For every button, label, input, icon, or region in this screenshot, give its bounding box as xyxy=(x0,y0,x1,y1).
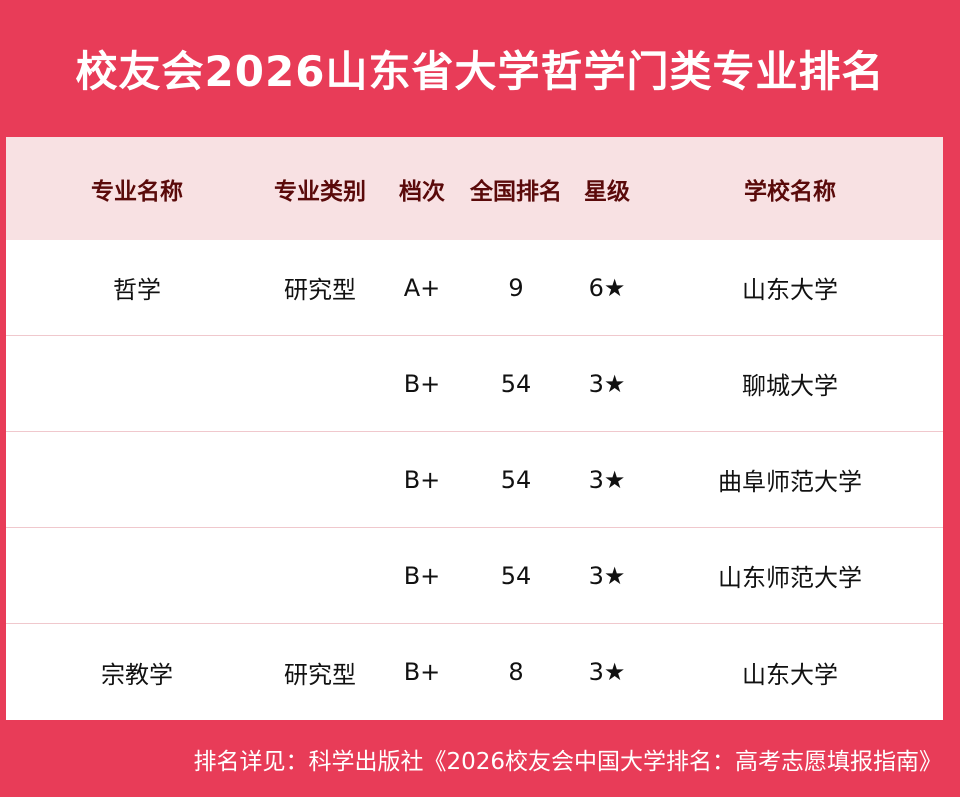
grade-cell: B+ xyxy=(403,561,441,590)
national-rank-cell: 8 xyxy=(508,658,524,686)
grade-cell: B+ xyxy=(403,465,441,494)
table-row: B+ 54 3★ 山东师范大学 xyxy=(6,528,943,624)
major-name-cell: 哲学 xyxy=(113,276,161,304)
table-row: 哲学 研究型 A+ 9 6★ 山东大学 xyxy=(6,240,943,336)
school-name-cell: 山东大学 xyxy=(742,660,838,689)
column-header: 专业名称 xyxy=(91,178,183,205)
school-name-cell: 山东师范大学 xyxy=(718,564,862,592)
star-level-cell: 3★ xyxy=(588,561,626,590)
page-title: 校友会2026山东省大学哲学门类专业排名 xyxy=(75,47,885,96)
star-level-cell: 3★ xyxy=(588,658,626,686)
star-level-cell: 3★ xyxy=(588,465,626,494)
source-note: 排名详见：科学出版社《2026校友会中国大学排名：高考志愿填报指南》 xyxy=(193,748,942,775)
major-type-cell: 研究型 xyxy=(284,660,356,689)
column-header: 星级 xyxy=(584,178,630,205)
column-header: 全国排名 xyxy=(470,178,562,205)
national-rank-cell: 54 xyxy=(500,465,532,494)
school-name-cell: 聊城大学 xyxy=(742,372,838,400)
grade-cell: B+ xyxy=(403,369,441,398)
school-name-cell: 曲阜师范大学 xyxy=(718,468,862,496)
national-rank-cell: 9 xyxy=(508,273,524,302)
grade-cell: B+ xyxy=(403,658,441,686)
table-header: 专业名称 专业类别 档次 全国排名 星级 学校名称 xyxy=(6,137,943,240)
grade-cell: A+ xyxy=(403,273,441,302)
table-row: B+ 54 3★ 曲阜师范大学 xyxy=(6,432,943,528)
column-header: 专业类别 xyxy=(274,178,366,205)
national-rank-cell: 54 xyxy=(500,561,532,590)
column-header: 档次 xyxy=(399,178,445,205)
major-name-cell: 宗教学 xyxy=(101,660,173,689)
table-row: 宗教学 研究型 B+ 8 3★ 山东大学 xyxy=(6,624,943,720)
national-rank-cell: 54 xyxy=(500,369,532,398)
ranking-table: 专业名称 专业类别 档次 全国排名 星级 学校名称 哲学 研究型 A+ 9 6★ 山东大学… xyxy=(6,137,943,720)
star-level-cell: 6★ xyxy=(588,273,626,302)
table-row: B+ 54 3★ 聊城大学 xyxy=(6,336,943,432)
column-header: 学校名称 xyxy=(744,178,836,205)
school-name-cell: 山东大学 xyxy=(742,276,838,304)
major-type-cell: 研究型 xyxy=(284,276,356,304)
star-level-cell: 3★ xyxy=(588,369,626,398)
